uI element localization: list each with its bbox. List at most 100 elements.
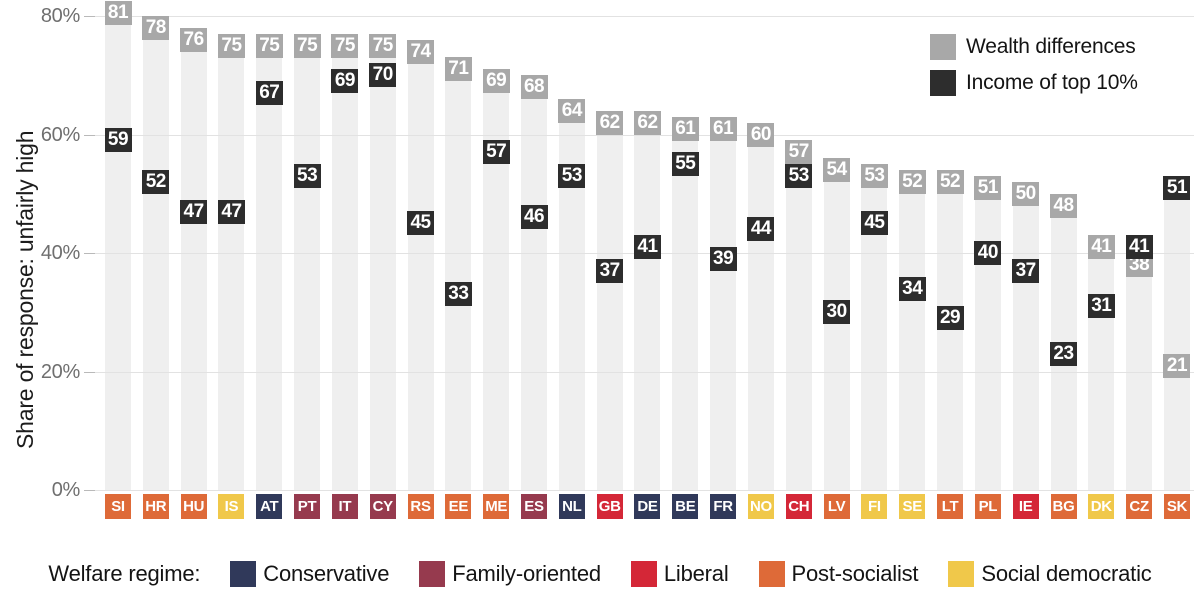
income-value-label: 33	[444, 282, 472, 307]
legend-item-social-democratic: Social democratic	[948, 561, 1152, 587]
country-chip: IE	[1012, 494, 1039, 519]
y-tick-label: 60%	[40, 123, 80, 146]
country-chip: BE	[672, 494, 699, 519]
family-oriented-swatch	[419, 561, 446, 587]
conservative-label: Conservative	[263, 561, 390, 586]
legend-item-liberal: Liberal	[630, 561, 729, 587]
legend-item-conservative: Conservative	[230, 561, 389, 587]
income-value-label: 37	[1012, 258, 1040, 283]
wealth-value-label: 62	[633, 110, 661, 135]
country-band	[1088, 247, 1115, 490]
country-band	[937, 181, 964, 490]
income-value-label: 57	[482, 140, 510, 165]
wealth-value-label: 64	[558, 98, 586, 123]
country-chip: SI	[105, 494, 131, 519]
country-band	[105, 10, 131, 490]
income-value-label: 59	[104, 128, 132, 153]
income-value-label: 40	[974, 241, 1002, 265]
legend-item-post-socialist: Post-socialist	[758, 561, 919, 587]
country-band	[521, 87, 548, 490]
country-band	[331, 45, 358, 490]
y-tick-label: 20%	[40, 360, 80, 383]
income-value-label: 45	[407, 211, 435, 236]
country-band	[369, 45, 396, 490]
conservative-swatch	[230, 561, 257, 587]
country-chip: SE	[899, 494, 926, 519]
country-band	[1126, 247, 1153, 490]
welfare-legend: Welfare regime: Conservative Family-orie…	[0, 561, 1200, 587]
social-democratic-swatch	[948, 561, 975, 587]
wealth-value-label: 52	[936, 169, 964, 194]
gridline	[86, 16, 1194, 17]
country-band	[785, 152, 812, 490]
liberal-swatch	[630, 561, 657, 587]
wealth-value-label: 60	[747, 122, 775, 147]
country-chip: PL	[974, 494, 1001, 519]
wealth-value-label: 75	[369, 33, 397, 58]
income-value-label: 53	[293, 163, 321, 188]
wealth-value-label: 69	[482, 69, 510, 94]
country-band	[1012, 193, 1039, 490]
income-value-label: 39	[709, 246, 737, 271]
country-chip: FI	[861, 494, 888, 519]
income-value-label: 47	[217, 199, 245, 224]
country-chip: NO	[747, 494, 774, 519]
income-legend-label: Income of top 10%	[966, 71, 1138, 94]
wealth-value-label: 74	[407, 39, 435, 64]
wealth-value-label: 75	[293, 33, 321, 58]
country-chip: IT	[331, 494, 358, 519]
gridline	[86, 490, 1194, 491]
y-axis-tick	[84, 253, 95, 254]
income-value-label: 34	[898, 276, 926, 301]
wealth-value-label: 78	[142, 15, 170, 40]
country-band	[823, 170, 850, 490]
country-chip: EE	[445, 494, 472, 519]
country-band	[974, 187, 1001, 490]
country-chip: RS	[407, 494, 434, 519]
wealth-value-label: 50	[1012, 181, 1040, 206]
legend-item-wealth: Wealth differences	[930, 34, 1138, 60]
country-chip: GB	[596, 494, 623, 519]
y-axis-title: Share of response: unfairly high	[12, 130, 38, 449]
country-chip: DE	[634, 494, 661, 519]
gridline	[86, 371, 1194, 373]
income-value-label: 55	[671, 152, 699, 177]
country-chip: CY	[369, 494, 396, 519]
income-value-label: 29	[936, 306, 964, 331]
income-value-label: 53	[785, 163, 813, 188]
country-band	[747, 134, 774, 490]
country-band	[596, 122, 623, 490]
welfare-legend-title: Welfare regime:	[48, 561, 201, 586]
income-value-label: 51	[1163, 175, 1191, 200]
country-chip: NL	[558, 494, 585, 519]
country-band	[407, 51, 434, 490]
income-value-label: 30	[823, 300, 851, 325]
income-value-label: 46	[520, 205, 548, 230]
country-chip: HR	[142, 494, 169, 519]
country-chip: ME	[483, 494, 510, 519]
country-band	[180, 39, 207, 490]
post-socialist-label: Post-socialist	[791, 561, 919, 586]
country-chip: IS	[218, 494, 245, 519]
family-oriented-label: Family-oriented	[452, 561, 601, 586]
country-chip: BG	[1050, 494, 1077, 519]
y-tick-label: 0%	[51, 479, 81, 501]
wealth-value-label: 81	[104, 1, 132, 25]
wealth-value-label: 62	[596, 110, 624, 135]
country-band	[634, 122, 661, 490]
wealth-value-label: 61	[709, 116, 737, 141]
income-value-label: 47	[180, 199, 208, 224]
wealth-swatch	[930, 34, 956, 60]
y-axis-tick	[84, 16, 95, 17]
country-chip: HU	[180, 494, 207, 519]
country-band	[899, 181, 926, 490]
wealth-value-label: 75	[255, 33, 283, 58]
wealth-value-label: 53	[860, 163, 888, 188]
wealth-value-label: 41	[1087, 235, 1115, 260]
country-chip: SK	[1163, 494, 1190, 519]
post-socialist-swatch	[758, 561, 785, 587]
wealth-value-label: 61	[671, 116, 699, 141]
income-value-label: 67	[255, 81, 283, 106]
legend-item-income: Income of top 10%	[930, 70, 1138, 96]
